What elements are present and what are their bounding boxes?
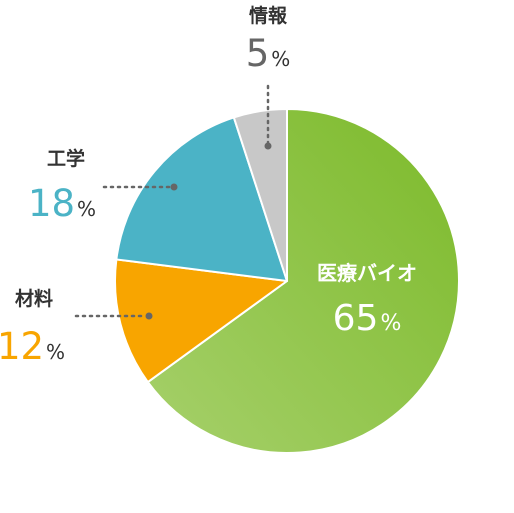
label-mat-category: 材料 — [15, 287, 53, 310]
label-info-category: 情報 — [249, 4, 288, 27]
leader-lines — [74, 84, 272, 320]
leader-dot-eng — [170, 183, 178, 191]
label-bio: 医療バイオ 65% — [317, 261, 417, 339]
label-eng: 工学 18% — [28, 147, 96, 225]
slice-materials — [114, 258, 288, 384]
label-mat: 材料 12% — [0, 287, 65, 368]
slice-engineering — [115, 116, 288, 282]
label-bio-value: 65% — [333, 298, 402, 339]
pie-slices — [114, 108, 460, 454]
leader-dot-mat — [145, 312, 153, 320]
label-mat-value: 12% — [0, 325, 65, 368]
leader-dot-info — [264, 142, 272, 150]
label-bio-category: 医療バイオ — [317, 261, 417, 285]
slice-information — [232, 108, 288, 282]
label-eng-category: 工学 — [47, 147, 85, 170]
slice-medical-bio — [146, 108, 460, 454]
label-eng-value: 18% — [28, 182, 96, 225]
label-info-value: 5% — [246, 32, 291, 75]
label-info: 情報 5% — [246, 4, 291, 75]
